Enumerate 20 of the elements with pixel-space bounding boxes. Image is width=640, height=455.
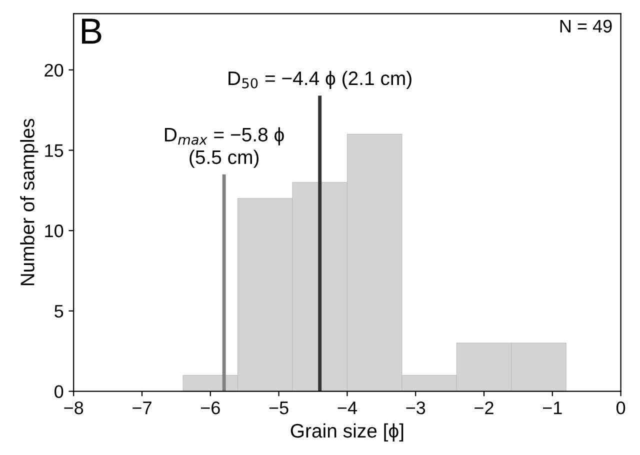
y-tick-label: 20 <box>44 64 64 77</box>
x-tick-label: −1 <box>543 402 562 414</box>
x-tick-label: −4 <box>338 402 357 414</box>
x-tick-label: −7 <box>132 402 152 414</box>
y-tick-label: 5 <box>54 305 64 318</box>
annotation: D$_{50}$ = −4.4 ϕ (2.1 cm) <box>228 70 412 90</box>
annotation: N = 49 <box>560 20 612 33</box>
y-tick-label: 10 <box>45 224 64 238</box>
x-axis-title: Grain size [ϕ] <box>290 423 404 442</box>
y-tick-label: 15 <box>45 144 64 157</box>
x-tick-label: −3 <box>406 402 426 414</box>
y-tick-label: 0 <box>54 385 64 398</box>
x-tick-label: −5 <box>269 402 288 414</box>
annotation: D$_{max}$ = −5.8 ϕ (5.5 cm) <box>165 127 284 168</box>
x-tick-label: 0 <box>616 402 626 414</box>
y-axis-title: Number of samples <box>20 118 38 286</box>
chart-title: B <box>82 18 102 44</box>
x-tick-label: −8 <box>64 402 84 414</box>
x-tick-label: −2 <box>474 402 494 414</box>
x-tick-label: −6 <box>201 402 220 414</box>
